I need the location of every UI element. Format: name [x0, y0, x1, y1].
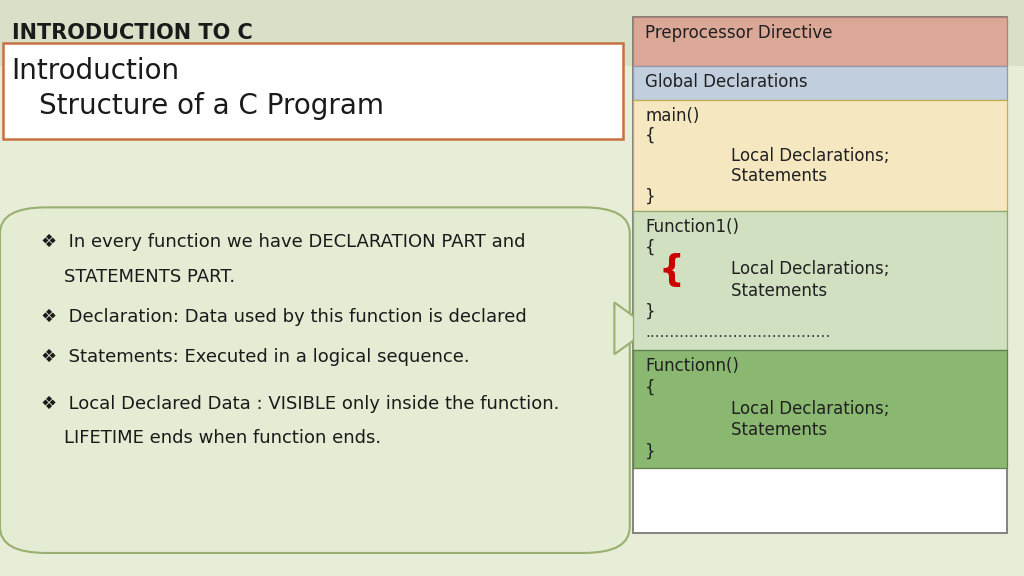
Text: {: { [645, 239, 655, 257]
Text: Global Declarations: Global Declarations [645, 73, 808, 91]
Text: Local Declarations;: Local Declarations; [689, 400, 890, 418]
Text: Structure of a C Program: Structure of a C Program [39, 92, 384, 120]
Text: ❖  Statements: Executed in a logical sequence.: ❖ Statements: Executed in a logical sequ… [41, 348, 470, 366]
Text: Function1(): Function1() [645, 218, 739, 236]
FancyBboxPatch shape [633, 17, 1007, 533]
Text: ❖  Local Declared Data : VISIBLE only inside the function.: ❖ Local Declared Data : VISIBLE only ins… [41, 395, 559, 412]
FancyBboxPatch shape [0, 0, 1024, 66]
FancyBboxPatch shape [3, 43, 623, 139]
Text: ......................................: ...................................... [645, 325, 830, 340]
FancyBboxPatch shape [633, 66, 1007, 100]
Text: {: { [645, 378, 655, 396]
Polygon shape [614, 302, 650, 354]
Text: }: } [645, 443, 655, 461]
FancyBboxPatch shape [633, 17, 1007, 66]
Text: {: { [645, 127, 655, 145]
Text: Statements: Statements [689, 422, 827, 439]
Text: INTRODUCTION TO C: INTRODUCTION TO C [12, 23, 253, 43]
FancyBboxPatch shape [633, 100, 1007, 211]
Text: Introduction: Introduction [11, 57, 179, 85]
Text: Preprocessor Directive: Preprocessor Directive [645, 24, 833, 42]
FancyBboxPatch shape [633, 350, 1007, 468]
Text: Statements: Statements [689, 282, 827, 300]
FancyBboxPatch shape [633, 211, 1007, 350]
Text: ❖  In every function we have DECLARATION PART and: ❖ In every function we have DECLARATION … [41, 233, 525, 251]
Text: Statements: Statements [689, 167, 827, 185]
Text: STATEMENTS PART.: STATEMENTS PART. [41, 268, 236, 286]
Text: }: } [645, 187, 655, 205]
Text: Local Declarations;: Local Declarations; [689, 260, 890, 278]
Text: Functionn(): Functionn() [645, 357, 739, 375]
Text: Local Declarations;: Local Declarations; [689, 147, 890, 165]
Text: main(): main() [645, 107, 699, 124]
Text: ❖  Declaration: Data used by this function is declared: ❖ Declaration: Data used by this functio… [41, 308, 526, 326]
Text: {: { [658, 253, 685, 287]
FancyBboxPatch shape [0, 207, 630, 553]
Text: LIFETIME ends when function ends.: LIFETIME ends when function ends. [41, 429, 381, 447]
Text: }: } [645, 303, 655, 321]
